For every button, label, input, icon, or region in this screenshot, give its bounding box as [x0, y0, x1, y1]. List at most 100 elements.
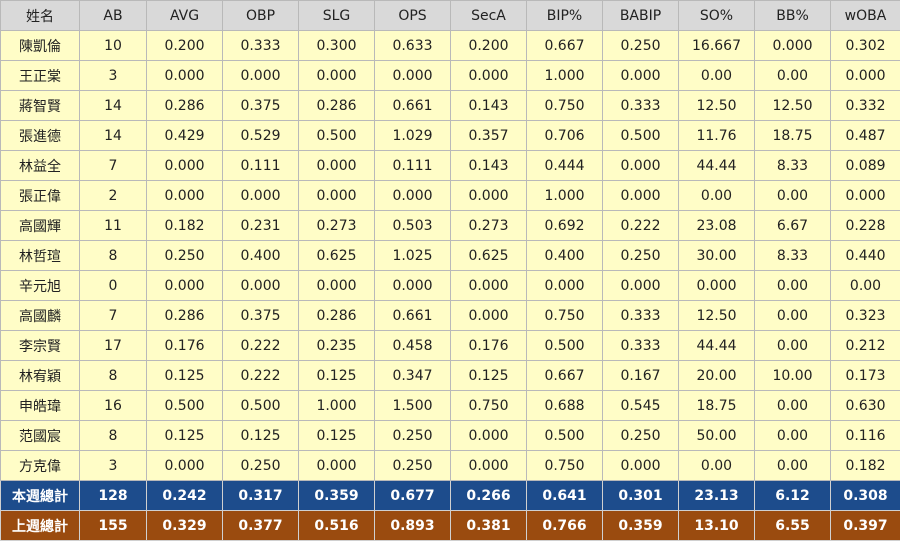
stat-cell: 12.50 — [679, 91, 755, 121]
stat-cell: 0.000 — [603, 61, 679, 91]
stat-cell: 0.357 — [451, 121, 527, 151]
stat-cell: 16 — [80, 391, 147, 421]
total-stat-cell: 0.381 — [451, 511, 527, 541]
total-stat-cell: 0.308 — [831, 481, 900, 511]
stat-cell: 0.000 — [831, 61, 900, 91]
stat-cell: 0.286 — [299, 91, 375, 121]
stat-cell: 0.000 — [375, 271, 451, 301]
stat-cell: 0.429 — [147, 121, 223, 151]
stat-cell: 0.00 — [679, 61, 755, 91]
stat-cell: 0.444 — [527, 151, 603, 181]
stat-cell: 0.286 — [299, 301, 375, 331]
stat-cell: 18.75 — [679, 391, 755, 421]
stat-cell: 0.000 — [147, 181, 223, 211]
stat-cell: 0.302 — [831, 31, 900, 61]
player-name-cell: 林宥穎 — [1, 361, 80, 391]
stat-cell: 0.000 — [679, 271, 755, 301]
total-stat-cell: 0.317 — [223, 481, 299, 511]
stat-cell: 17 — [80, 331, 147, 361]
stat-cell: 0.000 — [831, 181, 900, 211]
stat-cell: 0.00 — [755, 271, 831, 301]
stat-cell: 0.273 — [451, 211, 527, 241]
stat-cell: 0.182 — [147, 211, 223, 241]
stat-cell: 0.00 — [755, 421, 831, 451]
stat-cell: 0.111 — [375, 151, 451, 181]
stat-cell: 0.487 — [831, 121, 900, 151]
stat-cell: 16.667 — [679, 31, 755, 61]
stat-cell: 0.182 — [831, 451, 900, 481]
player-name-cell: 林哲瑄 — [1, 241, 80, 271]
stat-cell: 1.029 — [375, 121, 451, 151]
stat-cell: 1.000 — [527, 61, 603, 91]
stat-cell: 0.625 — [299, 241, 375, 271]
column-header: 姓名 — [1, 1, 80, 31]
stat-cell: 10 — [80, 31, 147, 61]
stat-cell: 0.000 — [299, 451, 375, 481]
stat-cell: 3 — [80, 61, 147, 91]
column-header: SecA — [451, 1, 527, 31]
stat-cell: 0.500 — [299, 121, 375, 151]
stat-cell: 0.661 — [375, 301, 451, 331]
stat-cell: 0.089 — [831, 151, 900, 181]
player-name-cell: 張正偉 — [1, 181, 80, 211]
stat-cell: 0.00 — [831, 271, 900, 301]
stat-cell: 0.750 — [527, 91, 603, 121]
stat-cell: 0.000 — [375, 181, 451, 211]
total-stat-cell: 13.10 — [679, 511, 755, 541]
stat-cell: 0.212 — [831, 331, 900, 361]
stat-cell: 20.00 — [679, 361, 755, 391]
stat-cell: 0.500 — [223, 391, 299, 421]
stat-cell: 0.750 — [527, 301, 603, 331]
stat-cell: 0.375 — [223, 91, 299, 121]
total-label-cell: 上週總計 — [1, 511, 80, 541]
stat-cell: 0.000 — [451, 451, 527, 481]
stat-cell: 0.00 — [679, 181, 755, 211]
stat-cell: 8 — [80, 241, 147, 271]
stat-cell: 0.000 — [451, 421, 527, 451]
stat-cell: 0.250 — [603, 421, 679, 451]
stat-cell: 0.167 — [603, 361, 679, 391]
stat-cell: 23.08 — [679, 211, 755, 241]
stat-cell: 0.633 — [375, 31, 451, 61]
stat-cell: 0.000 — [451, 181, 527, 211]
column-header: SO% — [679, 1, 755, 31]
stat-cell: 0.347 — [375, 361, 451, 391]
stat-cell: 0.250 — [223, 451, 299, 481]
stat-cell: 0.500 — [147, 391, 223, 421]
stat-cell: 11 — [80, 211, 147, 241]
stat-cell: 0.125 — [147, 361, 223, 391]
column-header: BABIP — [603, 1, 679, 31]
column-header: BIP% — [527, 1, 603, 31]
column-header: SLG — [299, 1, 375, 31]
stat-cell: 1.025 — [375, 241, 451, 271]
total-stat-cell: 0.359 — [603, 511, 679, 541]
stat-cell: 0.000 — [603, 451, 679, 481]
column-header: wOBA — [831, 1, 900, 31]
stat-cell: 0.00 — [755, 331, 831, 361]
stat-cell: 0.750 — [451, 391, 527, 421]
stat-cell: 0.125 — [451, 361, 527, 391]
stat-cell: 0.400 — [527, 241, 603, 271]
total-stat-cell: 0.397 — [831, 511, 900, 541]
stat-cell: 0.688 — [527, 391, 603, 421]
stat-cell: 0.000 — [603, 271, 679, 301]
stat-cell: 0.000 — [375, 61, 451, 91]
column-header: BB% — [755, 1, 831, 31]
stat-cell: 0.286 — [147, 91, 223, 121]
stat-cell: 0.375 — [223, 301, 299, 331]
player-name-cell: 張進德 — [1, 121, 80, 151]
stat-cell: 12.50 — [679, 301, 755, 331]
column-header: OPS — [375, 1, 451, 31]
